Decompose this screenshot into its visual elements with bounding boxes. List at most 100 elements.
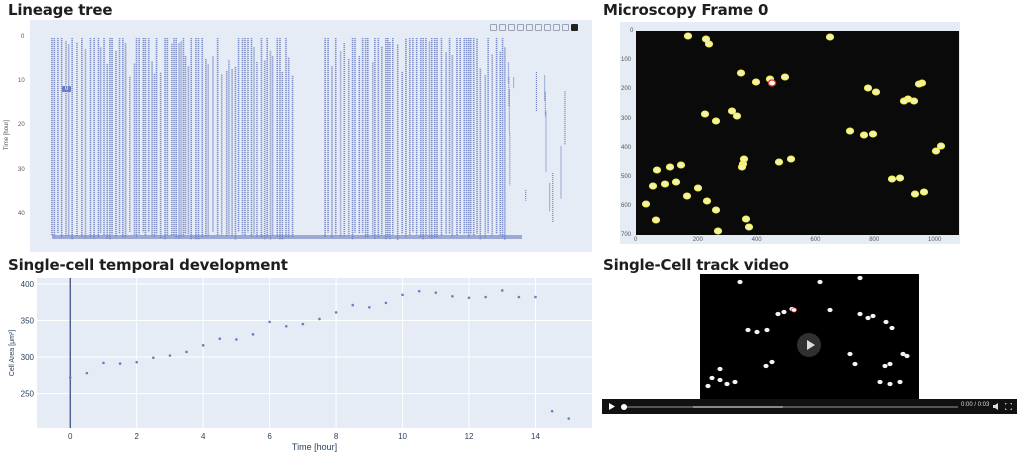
cell-outline[interactable] — [868, 130, 878, 138]
data-point[interactable] — [517, 295, 521, 299]
seek-handle[interactable] — [621, 404, 627, 410]
cell-outline[interactable] — [648, 182, 658, 190]
y-tick-label: 250 — [21, 390, 35, 399]
cell-outline[interactable] — [737, 163, 747, 171]
autoscale-icon[interactable] — [553, 24, 560, 31]
cell-outline[interactable] — [859, 131, 869, 139]
microscopy-title: Microscopy Frame 0 — [603, 1, 769, 19]
data-point[interactable] — [284, 324, 288, 328]
cell-outline[interactable] — [641, 200, 651, 208]
cell-outline[interactable] — [825, 33, 835, 41]
data-point[interactable] — [185, 350, 188, 354]
selected-cell[interactable] — [767, 79, 777, 87]
x-tick-label: 14 — [531, 432, 540, 441]
volume-icon[interactable] — [993, 403, 1000, 410]
seek-bar[interactable] — [621, 404, 958, 410]
cell-outline[interactable] — [909, 97, 919, 105]
data-point[interactable] — [118, 362, 122, 365]
data-point[interactable] — [235, 338, 238, 341]
zoom-in-icon[interactable] — [535, 24, 542, 31]
cell-outline[interactable] — [732, 112, 742, 120]
cell-outline[interactable] — [693, 184, 703, 192]
data-point[interactable] — [567, 417, 571, 420]
cell-outline[interactable] — [736, 69, 746, 77]
microscopy-image[interactable] — [636, 31, 959, 235]
data-point[interactable] — [218, 337, 222, 341]
lineage-plot-area[interactable] — [30, 20, 592, 252]
cell-outline[interactable] — [700, 110, 710, 118]
data-point[interactable] — [351, 303, 355, 307]
cell-outline[interactable] — [899, 97, 909, 105]
data-point[interactable] — [417, 289, 421, 293]
cell-outline[interactable] — [751, 78, 761, 86]
lineage-tree-graph[interactable] — [30, 20, 592, 252]
data-point[interactable] — [251, 333, 255, 336]
data-point[interactable] — [368, 305, 371, 309]
data-point[interactable] — [68, 376, 72, 379]
data-point[interactable] — [401, 293, 404, 297]
cell-outline[interactable] — [676, 161, 686, 169]
plotly-logo-icon[interactable] — [571, 24, 578, 31]
cell-outline[interactable] — [704, 40, 714, 48]
video-cell — [763, 363, 769, 369]
play-button-icon[interactable] — [609, 403, 616, 410]
pan-icon[interactable] — [508, 24, 515, 31]
data-point[interactable] — [467, 296, 471, 300]
cell-outline[interactable] — [727, 107, 737, 115]
zoom-icon[interactable] — [499, 24, 506, 31]
cell-outline[interactable] — [914, 80, 924, 88]
development-plot-area[interactable] — [37, 278, 592, 428]
data-point[interactable] — [334, 311, 338, 314]
cell-outline[interactable] — [863, 84, 873, 92]
cell-outline[interactable] — [919, 188, 929, 196]
data-point[interactable] — [318, 317, 321, 321]
data-point[interactable] — [168, 354, 172, 357]
box-select-icon[interactable] — [517, 24, 524, 31]
zoom-out-icon[interactable] — [544, 24, 551, 31]
fullscreen-icon[interactable] — [1005, 403, 1012, 410]
data-point[interactable] — [500, 289, 504, 292]
cell-outline[interactable] — [665, 163, 675, 171]
cell-outline[interactable] — [711, 206, 721, 214]
cell-outline[interactable] — [713, 227, 723, 235]
play-overlay-button[interactable] — [797, 333, 821, 357]
cell-outline[interactable] — [744, 223, 754, 231]
lasso-icon[interactable] — [526, 24, 533, 31]
cell-outline[interactable] — [845, 127, 855, 135]
cell-outline[interactable] — [786, 155, 796, 163]
cell-outline[interactable] — [887, 175, 897, 183]
reset-axes-icon[interactable] — [562, 24, 569, 31]
data-point[interactable] — [135, 360, 139, 364]
cell-outline[interactable] — [739, 155, 749, 163]
data-point[interactable] — [451, 294, 454, 298]
data-point[interactable] — [484, 295, 487, 299]
data-point[interactable] — [85, 371, 89, 375]
data-point[interactable] — [384, 301, 388, 305]
cell-outline[interactable] — [895, 174, 905, 182]
data-point[interactable] — [434, 291, 438, 294]
cell-outline[interactable] — [682, 192, 692, 200]
data-point[interactable] — [268, 320, 271, 324]
camera-icon[interactable] — [490, 24, 497, 31]
data-point[interactable] — [534, 295, 537, 299]
data-point[interactable] — [301, 322, 305, 326]
data-point[interactable] — [152, 356, 155, 360]
cell-outline[interactable] — [711, 117, 721, 125]
data-point[interactable] — [550, 409, 554, 413]
cell-outline[interactable] — [871, 88, 881, 96]
data-point[interactable] — [102, 361, 105, 365]
cell-outline[interactable] — [910, 190, 920, 198]
cell-outline[interactable] — [780, 73, 790, 81]
cell-outline[interactable] — [651, 216, 661, 224]
cell-outline[interactable] — [660, 180, 670, 188]
cell-outline[interactable] — [774, 158, 784, 166]
cell-outline[interactable] — [671, 178, 681, 186]
cell-outline[interactable] — [702, 197, 712, 205]
data-point[interactable] — [201, 344, 205, 347]
cell-outline[interactable] — [683, 32, 693, 40]
cell-outline[interactable] — [741, 215, 751, 223]
cell-outline[interactable] — [936, 142, 946, 150]
development-chart[interactable]: 0 2 4 6 8 10 12 14 250 300 350 400 Time [hour] Cell A… — [0, 270, 600, 453]
cell-outline[interactable] — [931, 147, 941, 155]
cell-outline[interactable] — [652, 166, 662, 174]
